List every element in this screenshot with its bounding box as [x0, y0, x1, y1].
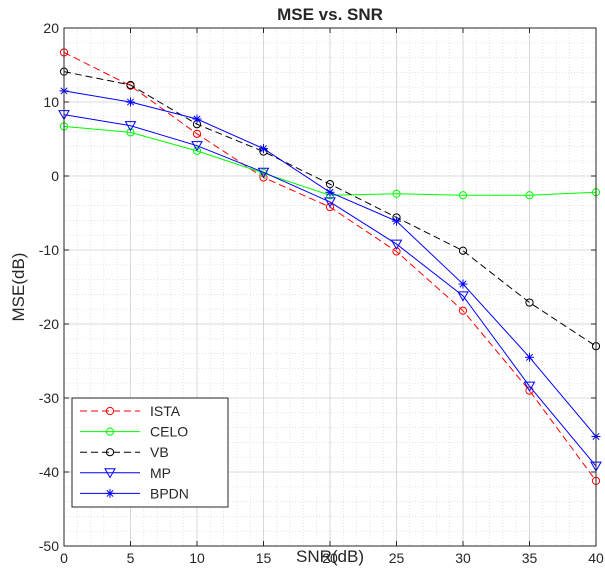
data-point-celo [192, 146, 202, 155]
legend-label-vb: VB [150, 444, 169, 460]
series-mp [58, 110, 602, 472]
data-point-bpdn [325, 187, 335, 197]
y-tick-label: -50 [39, 538, 59, 554]
legend-item-ista: ISTA [80, 403, 181, 419]
series-bpdn [59, 86, 601, 441]
x-tick-label: 20 [322, 550, 338, 566]
legend-marker-vb [105, 448, 115, 457]
x-tick-label: 40 [588, 550, 604, 566]
data-point-vb [458, 246, 468, 255]
asterisk-stroke [326, 188, 334, 196]
x-tick-label: 30 [455, 550, 471, 566]
y-tick-label: 20 [43, 20, 59, 36]
series-line-vb [63, 71, 597, 347]
y-axis-label: MSE(dB) [9, 253, 28, 322]
asterisk-stroke [392, 217, 401, 225]
ticks [63, 27, 597, 547]
asterisk-stroke [459, 280, 467, 288]
data-point-mp [523, 381, 536, 392]
data-point-mp [257, 167, 270, 179]
series-layer [58, 48, 602, 485]
chart-title: MSE vs. SNR [277, 5, 383, 24]
legend-item-vb: VB [80, 444, 169, 460]
y-tick-label: -20 [39, 316, 59, 332]
legend-label-mp: MP [150, 465, 171, 481]
data-point-celo [392, 189, 401, 198]
data-point-mp [191, 141, 203, 152]
data-point-celo [458, 191, 468, 200]
x-tick-label: 10 [189, 550, 205, 566]
x-tick-label: 25 [389, 550, 405, 566]
asterisk-stroke [259, 145, 268, 153]
x-tick-label: 5 [127, 550, 135, 566]
asterisk-stroke [525, 353, 534, 361]
data-point-bpdn [192, 114, 202, 124]
x-tick-label: 0 [60, 550, 68, 566]
legend-label-ista: ISTA [150, 403, 181, 419]
y-tick-label: -30 [39, 390, 59, 406]
legend-label-bpdn: BPDN [150, 485, 189, 501]
y-tick-label: -40 [39, 464, 59, 480]
data-point-ista [192, 129, 202, 138]
legend-item-bpdn: BPDN [80, 485, 189, 501]
x-tick-label: 35 [522, 550, 538, 566]
data-point-celo [525, 191, 534, 200]
legend: ISTA CELO VB MP BPDN [71, 397, 229, 508]
x-axis-label: SNR(dB) [296, 547, 364, 566]
data-point-mp [457, 291, 469, 302]
data-point-bpdn [126, 97, 135, 107]
y-tick-label: 0 [51, 168, 59, 184]
tick-labels: 0 5 10 15 20 25 30 35 40 -50 -40 -30 -20 -10 0 10 20 [39, 20, 604, 566]
asterisk-stroke [126, 98, 135, 106]
y-tick-label: -10 [39, 242, 59, 258]
data-point-mp [324, 197, 336, 208]
data-point-ista [325, 202, 335, 212]
data-point-bpdn [392, 216, 401, 226]
asterisk-stroke [193, 115, 201, 123]
data-point-celo [126, 128, 135, 137]
data-point-bpdn [458, 279, 468, 289]
legend-marker-ista [105, 406, 115, 416]
data-point-bpdn [525, 352, 534, 362]
data-point-ista [259, 173, 268, 182]
data-point-bpdn [259, 144, 268, 154]
data-point-vb [525, 298, 534, 307]
data-point-mp [124, 121, 137, 132]
data-point-mp [390, 239, 403, 250]
legend-label-celo: CELO [150, 424, 188, 440]
data-point-ista [458, 306, 468, 315]
legend-marker-celo [105, 427, 115, 436]
data-point-vb [325, 180, 335, 189]
x-tick-label: 15 [256, 550, 272, 566]
legend-marker-mp [104, 468, 116, 479]
legend-item-mp: MP [80, 465, 171, 481]
data-point-vb [126, 80, 135, 90]
legend-marker-bpdn [105, 488, 115, 498]
asterisk-stroke [106, 489, 114, 497]
series-line-mp [63, 114, 597, 467]
legend-item-celo: CELO [80, 424, 188, 440]
y-tick-label: 10 [43, 94, 59, 110]
